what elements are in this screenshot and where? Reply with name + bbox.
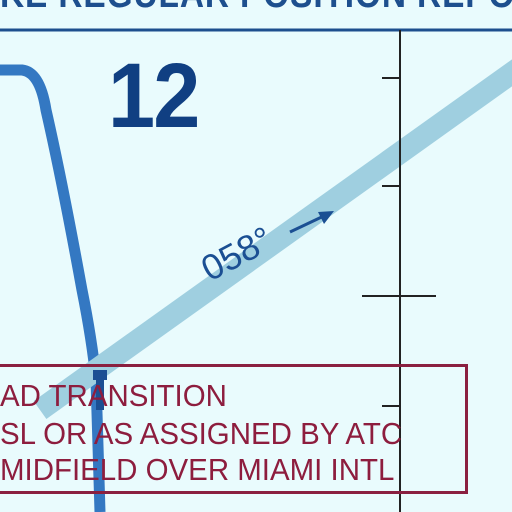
notes-line-2: SL OR AS ASSIGNED BY ATC: [0, 416, 403, 451]
arrival-route-line: [0, 64, 106, 512]
sector-number: 12: [108, 45, 200, 147]
course-arrow-icon: [289, 211, 334, 234]
header-title: KE REGULAR POSITION REPORT: [0, 0, 512, 17]
course-band: [33, 59, 512, 419]
transition-notes-box: [0, 364, 468, 494]
notes-line-1: AD TRANSITION: [0, 378, 227, 413]
distance-scale: [362, 30, 436, 512]
fix-marker-icon: [93, 370, 107, 410]
notes-line-3: MIDFIELD OVER MIAMI INTL: [0, 452, 395, 487]
